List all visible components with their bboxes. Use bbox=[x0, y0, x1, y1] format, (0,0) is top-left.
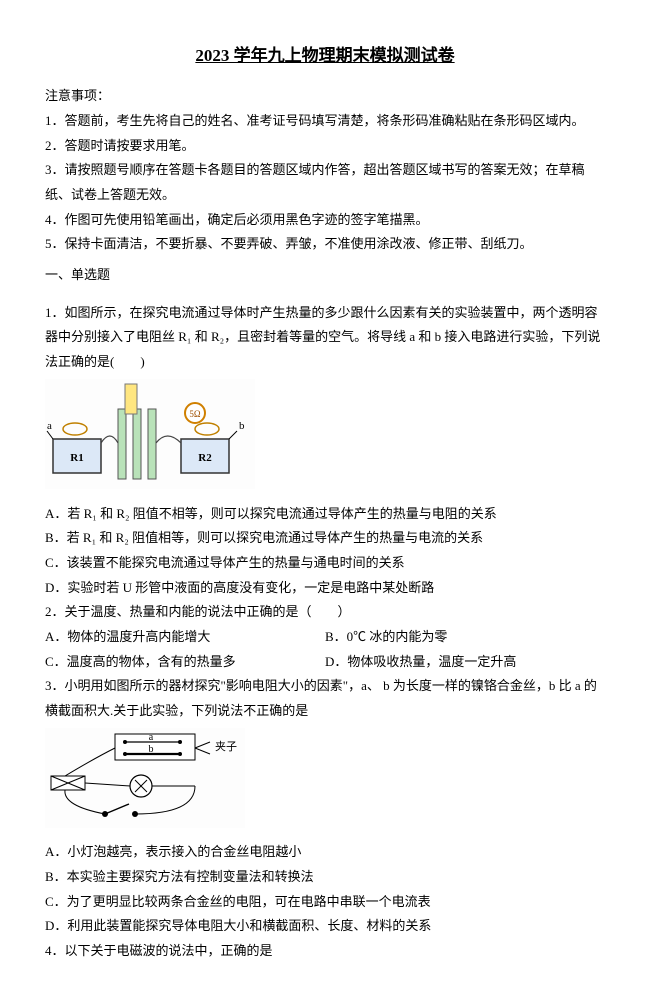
notice-item: 1．答题前，考生先将自己的姓名、准考证号码填写清楚，将条形码准确粘贴在条形码区域… bbox=[45, 109, 605, 134]
q1-option-c: C．该装置不能探究电流通过导体产生的热量与通电时间的关系 bbox=[45, 551, 605, 576]
q1-option-a: A．若 R₁ 和 R₂ 阻值不相等，则可以探究电流通过导体产生的热量与电阻的关系 bbox=[45, 502, 605, 527]
clip-label: 夹子 bbox=[215, 740, 237, 753]
q3-option-a: A．小灯泡越亮，表示接入的合金丝电阻越小 bbox=[45, 840, 605, 865]
q2-option-b: B．0℃ 冰的内能为零 bbox=[325, 625, 605, 650]
notice-label: 注意事项： bbox=[45, 84, 605, 109]
q1-figure: R1 R2 5Ω a b bbox=[45, 379, 255, 489]
notice-item: 5．保持卡面清洁，不要折暴、不要弄破、弄皱，不准使用涂改液、修正带、刮纸刀。 bbox=[45, 232, 605, 257]
q2-option-c: C．温度高的物体，含有的热量多 bbox=[45, 650, 325, 675]
q2-option-d: D．物体吸收热量，温度一定升高 bbox=[325, 650, 605, 675]
q2-option-a: A．物体的温度升高内能增大 bbox=[45, 625, 325, 650]
q1-option-d: D．实验时若 U 形管中液面的高度没有变化，一定是电路中某处断路 bbox=[45, 576, 605, 601]
q3-stem: 3．小明用如图所示的器材探究"影响电阻大小的因素"，a、 b 为长度一样的镍铬合… bbox=[45, 674, 605, 723]
q4-stem: 4．以下关于电磁波的说法中，正确的是 bbox=[45, 939, 605, 964]
notice-item: 3．请按照题号顺序在答题卡各题目的答题区域内作答，超出答题区域书写的答案无效；在… bbox=[45, 158, 605, 207]
q1-option-b: B．若 R₁ 和 R₂ 阻值相等，则可以探究电流通过导体产生的热量与电流的关系 bbox=[45, 526, 605, 551]
b-label: b bbox=[239, 420, 245, 432]
page-title: 2023 学年九上物理期末模拟测试卷 bbox=[45, 40, 605, 72]
q1-stem: 1．如图所示，在探究电流通过导体时产生热量的多少跟什么因素有关的实验装置中，两个… bbox=[45, 301, 605, 375]
q3-figure: a b 夹子 bbox=[45, 728, 245, 828]
wire-b-label: b bbox=[149, 744, 154, 755]
q2-options-row2: C．温度高的物体，含有的热量多 D．物体吸收热量，温度一定升高 bbox=[45, 650, 605, 675]
q2-options-row1: A．物体的温度升高内能增大 B．0℃ 冰的内能为零 bbox=[45, 625, 605, 650]
q3-option-b: B．本实验主要探究方法有控制变量法和转换法 bbox=[45, 865, 605, 890]
notice-item: 2．答题时请按要求用笔。 bbox=[45, 134, 605, 159]
wire-a-label: a bbox=[149, 732, 154, 743]
section-heading: 一、单选题 bbox=[45, 263, 605, 288]
q3-option-d: D．利用此装置能探究导体电阻大小和横截面积、长度、材料的关系 bbox=[45, 914, 605, 939]
q3-option-c: C．为了更明显比较两条合金丝的电阻，可在电路中串联一个电流表 bbox=[45, 890, 605, 915]
r2-label: R2 bbox=[198, 452, 212, 464]
notice-item: 4．作图可先使用铅笔画出，确定后必须用黑色字迹的签字笔描黑。 bbox=[45, 208, 605, 233]
r1-label: R1 bbox=[70, 452, 83, 464]
ohm-label: 5Ω bbox=[189, 409, 201, 419]
instructions-block: 注意事项： 1．答题前，考生先将自己的姓名、准考证号码填写清楚，将条形码准确粘贴… bbox=[45, 84, 605, 257]
a-label: a bbox=[47, 420, 52, 432]
q2-stem: 2．关于温度、热量和内能的说法中正确的是（ ） bbox=[45, 600, 605, 625]
